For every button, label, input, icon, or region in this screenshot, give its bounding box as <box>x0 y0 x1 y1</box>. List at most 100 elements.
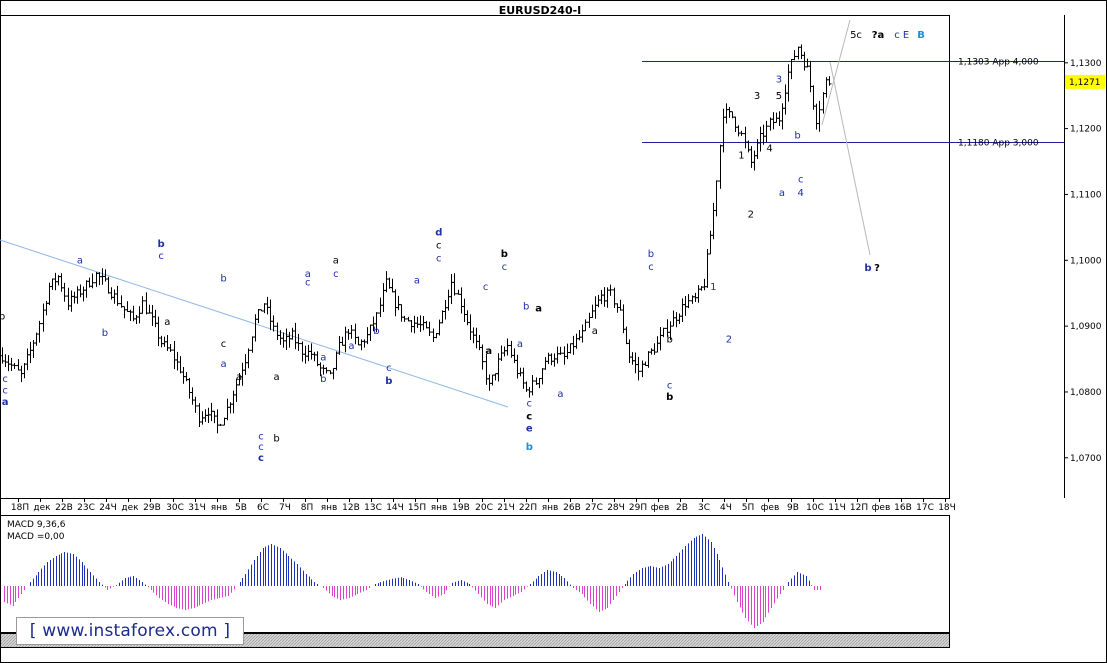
macd-value-label: MACD =0,00 <box>7 532 65 542</box>
wave-label: a <box>2 397 9 408</box>
date-tick-label: фев <box>761 503 780 513</box>
date-tick-label: 22В <box>55 503 73 513</box>
date-tick-label: 15П <box>408 503 426 513</box>
price-bar <box>661 327 666 338</box>
date-tick-label: янв <box>321 503 338 513</box>
projection-up-line <box>821 19 851 126</box>
date-tick-label: 16В <box>894 503 912 513</box>
date-tick-label: 2В <box>676 503 688 513</box>
price-bar <box>558 346 563 355</box>
price-bar <box>168 343 173 352</box>
date-tick-label: 26В <box>563 503 581 513</box>
price-tick-label: 1,1200 <box>1070 125 1102 135</box>
date-tick-label: 20С <box>475 503 493 513</box>
wave-label: e <box>526 423 533 434</box>
projection-label: c <box>894 30 900 41</box>
price-tick-label: 1,0800 <box>1070 388 1102 398</box>
price-tick-label: 1,1100 <box>1070 190 1102 200</box>
date-tick-label: 6С <box>257 503 269 513</box>
price-tick-label: 1,0700 <box>1070 454 1102 464</box>
price-bar <box>817 100 822 132</box>
price-bar <box>12 362 17 370</box>
date-tick-label: 18Ч <box>938 503 956 513</box>
projection-label: ? <box>874 263 880 274</box>
wave-label: b <box>320 374 326 385</box>
projection-down-line <box>829 61 871 256</box>
date-tick-label: 7Ч <box>279 503 291 513</box>
price-bar <box>636 356 641 381</box>
wave-label: b <box>794 131 800 142</box>
price-bar <box>324 367 329 374</box>
price-bars <box>0 44 832 434</box>
price-bar <box>349 325 354 339</box>
price-bar <box>140 296 145 314</box>
date-tick-label: 29П <box>629 503 647 513</box>
wave-label: c <box>305 277 311 288</box>
price-bar <box>608 284 613 296</box>
price-bar <box>714 180 719 217</box>
date-tick-label: 29В <box>143 503 161 513</box>
wave-label: b <box>501 249 508 260</box>
wave-label: b <box>648 249 654 260</box>
wave-label: c <box>798 175 804 186</box>
wave-label: a <box>220 359 226 370</box>
price-bar <box>452 273 457 296</box>
wave-label: a <box>485 346 492 357</box>
projection-label: ?a <box>872 30 885 41</box>
date-tick-label: фев <box>872 503 891 513</box>
wave-label: b <box>220 273 226 284</box>
wave-label: c <box>333 269 339 280</box>
date-tick-label: 5П <box>742 503 755 513</box>
wave-label: b <box>0 312 5 323</box>
wave-label: b <box>385 376 392 387</box>
projection-lines <box>821 19 871 256</box>
wave-label: c <box>158 251 164 262</box>
date-tick-label: 21Ч <box>497 503 515 513</box>
date-tick-label: 30С <box>166 503 184 513</box>
date-tick-label: 11Ч <box>828 503 846 513</box>
wave-label: b <box>523 302 529 313</box>
level-label: 1,1180 App 3,000 <box>958 139 1039 149</box>
date-tick-label: 12В <box>342 503 360 513</box>
fibonacci-levels: 1,1303 App 4,000 1,1180 App 3,000 <box>642 58 1064 149</box>
date-tick-label: фев <box>651 503 670 513</box>
price-tick-label: 1,0900 <box>1070 322 1102 332</box>
date-tick-label: дек <box>121 503 139 513</box>
wave-label: c <box>436 240 442 251</box>
price-bar <box>739 130 744 136</box>
current-price-badge <box>1065 74 1105 89</box>
wave-label: a <box>333 256 339 267</box>
price-tick-label: 1,1000 <box>1070 256 1102 266</box>
wave-label: 1 <box>710 282 716 293</box>
macd-histogram <box>4 534 821 628</box>
price-bar <box>583 319 588 332</box>
date-tick-label: 19В <box>452 503 470 513</box>
price-bar <box>115 285 120 306</box>
date-tick-label: янв <box>431 503 448 513</box>
wave-label: a <box>348 341 354 352</box>
projection-labels: 5c ?a c E Bb? <box>850 30 925 274</box>
wave-label: c <box>526 412 532 423</box>
date-tick-label: 18П <box>11 503 29 513</box>
price-bar <box>402 315 407 322</box>
wave-label: 4 <box>798 188 804 199</box>
wave-label: b <box>666 392 673 403</box>
price-panel <box>0 15 950 499</box>
price-bar <box>90 273 95 289</box>
wave-label: a <box>535 304 542 315</box>
date-tick-label: дек <box>33 503 51 513</box>
wave-label: b <box>273 433 279 444</box>
price-tick-label: 1,1300 <box>1070 59 1102 69</box>
date-tick-label: 12П <box>850 503 868 513</box>
date-tick-label: 24Ч <box>99 503 117 513</box>
date-tick-label: 13С <box>364 503 382 513</box>
wave-label: c <box>258 431 264 442</box>
wave-label: c <box>221 339 227 350</box>
wave-label: b <box>158 239 165 250</box>
price-bar <box>764 120 769 143</box>
current-price-label: 1,1271 <box>1069 78 1101 88</box>
wave-label: a <box>557 389 563 400</box>
wave-label: b <box>102 328 108 339</box>
